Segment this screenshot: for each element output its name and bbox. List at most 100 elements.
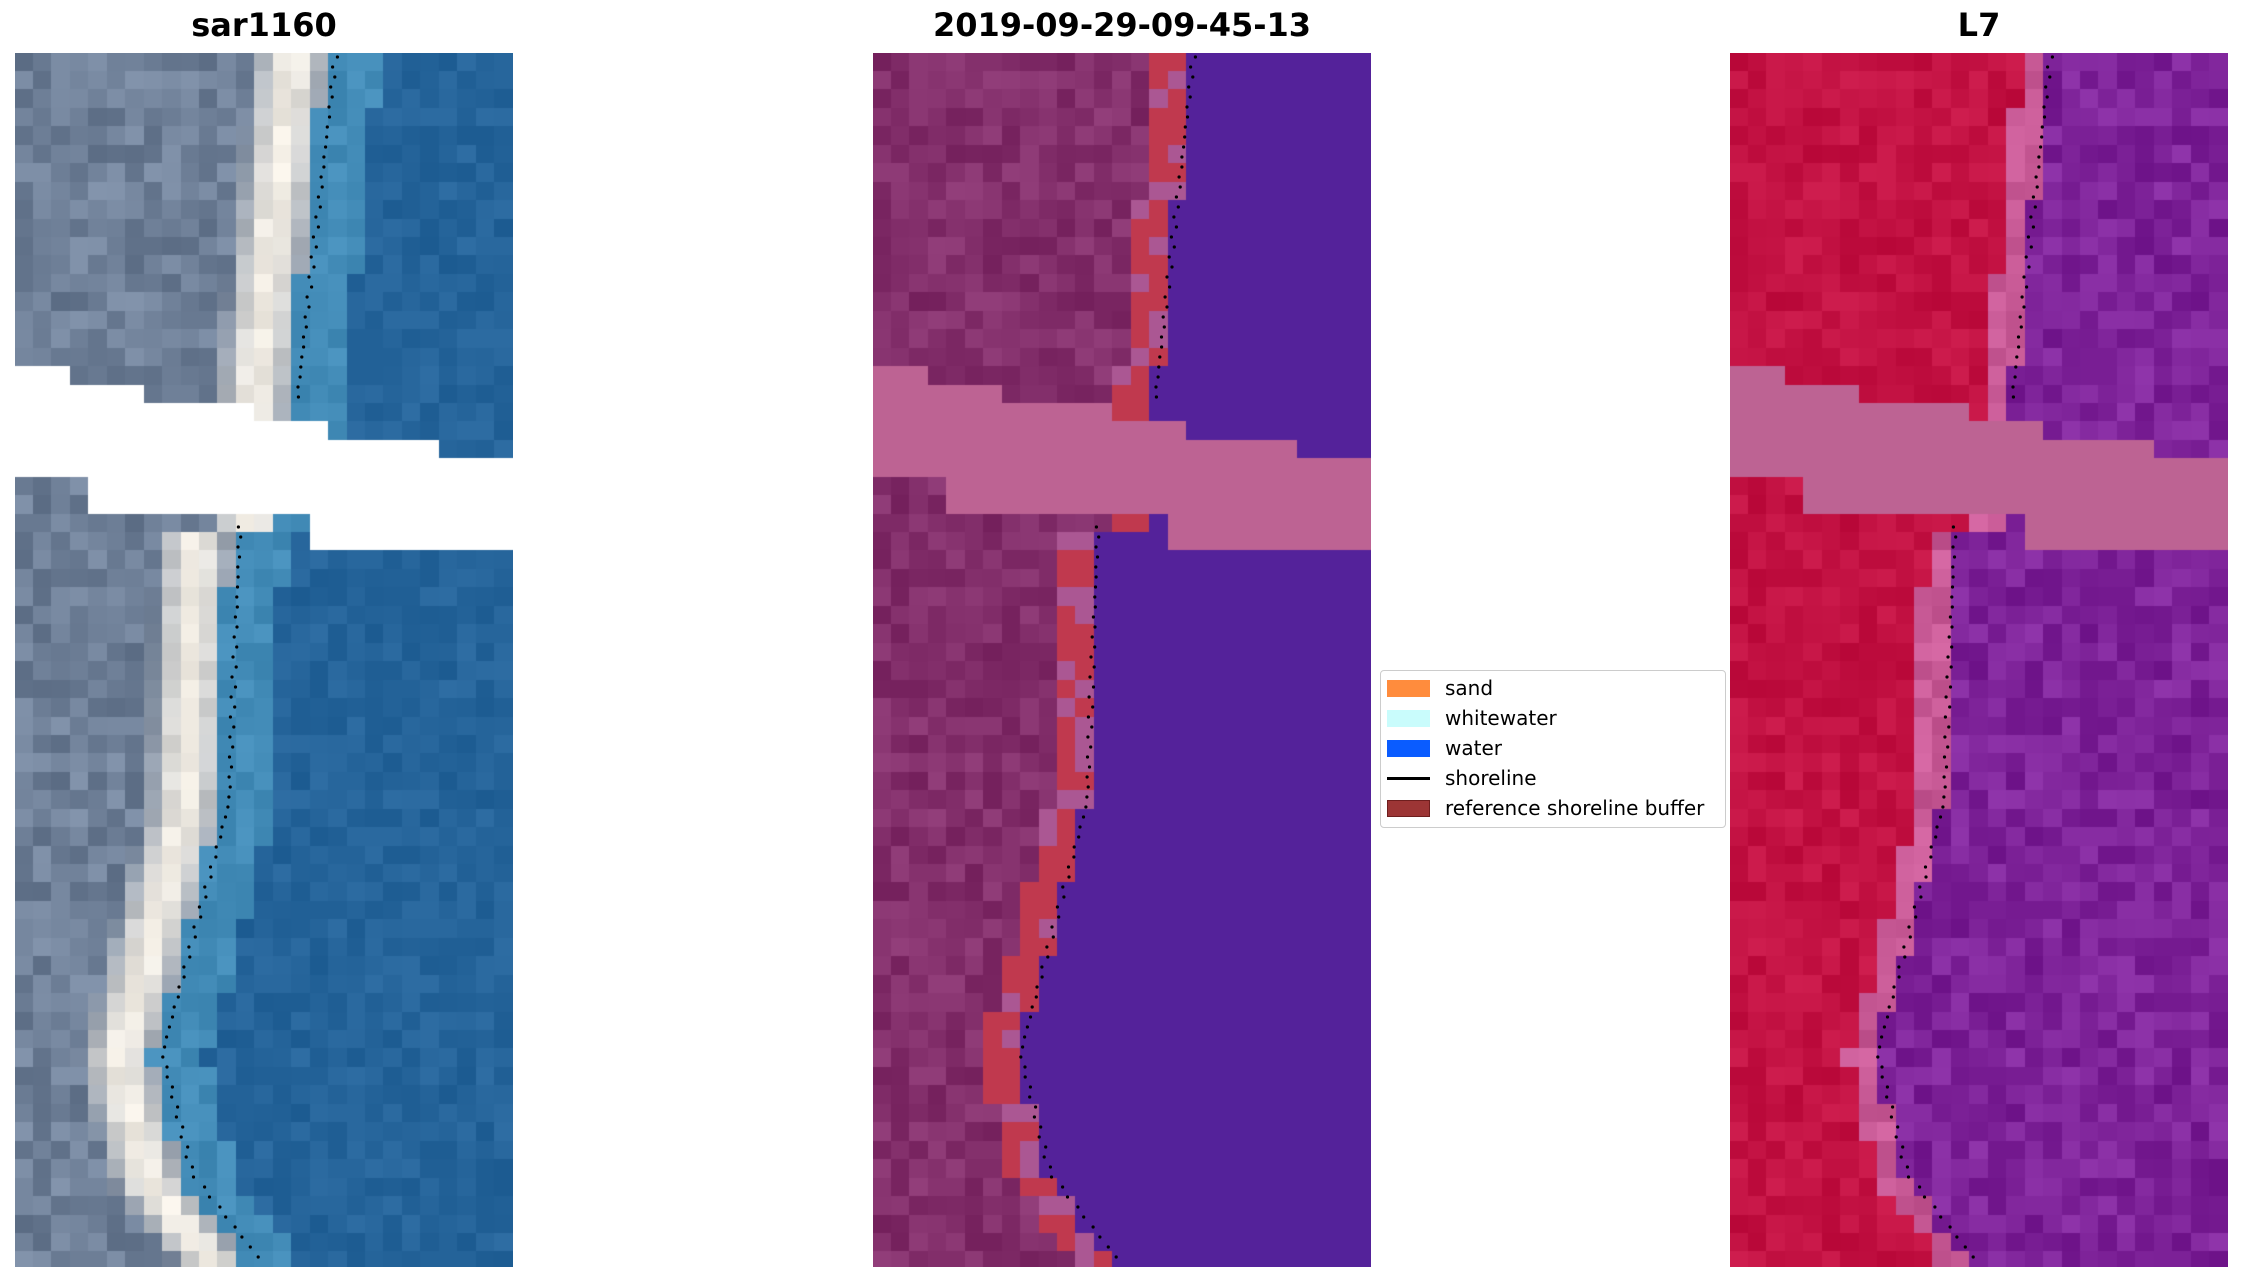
shoreline-point [1106, 1245, 1110, 1249]
shoreline-point [1034, 1105, 1038, 1109]
shoreline-point [301, 335, 306, 339]
shoreline-point [327, 105, 331, 109]
shoreline-point [2048, 75, 2052, 79]
shoreline-point [1172, 215, 1176, 219]
shoreline-point [1897, 965, 1901, 969]
shoreline-point [330, 95, 334, 99]
shoreline-point [1176, 205, 1180, 209]
shoreline-point [227, 775, 231, 779]
shoreline-point [235, 585, 240, 589]
shoreline-point [1034, 995, 1038, 999]
shoreline-point [176, 1105, 180, 1109]
buffer-swatch-icon [1387, 799, 1430, 817]
shoreline-point [1159, 335, 1164, 339]
shoreline-point [1050, 925, 1054, 929]
shoreline-point [2022, 305, 2026, 309]
legend-label: water [1445, 736, 1502, 760]
shoreline-point [1183, 125, 1187, 129]
shoreline-point [1946, 745, 1950, 749]
shoreline-point [2014, 365, 2018, 369]
shoreline-point [1165, 275, 1169, 279]
shoreline-point [2039, 145, 2043, 149]
shoreline-point [325, 135, 329, 139]
shoreline-point [1055, 905, 1059, 909]
shoreline-point [235, 625, 239, 629]
shoreline-point [296, 385, 300, 389]
shoreline-point [1093, 625, 1097, 629]
shoreline-point [230, 675, 234, 679]
shoreline-point [1090, 635, 1094, 639]
shoreline-point [1923, 865, 1928, 869]
shoreline-point [1951, 545, 1955, 549]
shoreline-point [1045, 945, 1049, 949]
shoreline-point [1929, 845, 1933, 849]
shoreline-point [322, 165, 326, 169]
shoreline-overlay [1019, 55, 1197, 1259]
shoreline-point [1878, 1045, 1882, 1049]
shoreline-point [303, 315, 307, 319]
shoreline-point [1165, 305, 1169, 309]
shoreline-point [1094, 575, 1098, 579]
shoreline-point [165, 1065, 169, 1069]
shoreline-point [1086, 715, 1090, 719]
shoreline-point [2026, 235, 2030, 239]
shoreline-point [165, 1035, 169, 1039]
shoreline-point [1891, 1105, 1895, 1109]
legend-item-buffer: reference shoreline buffer [1387, 795, 1704, 821]
shoreline-point [214, 855, 218, 859]
shoreline-point [1093, 605, 1097, 609]
shoreline-point [1158, 355, 1162, 359]
shoreline-point [233, 615, 237, 619]
shoreline-overlay [1876, 55, 2054, 1259]
shoreline-point [234, 665, 238, 669]
shoreline-point [235, 605, 239, 609]
shoreline-line-icon [1387, 776, 1430, 780]
shoreline-point [1950, 585, 1955, 589]
shoreline-point [1889, 1115, 1893, 1119]
shoreline-point [214, 845, 218, 849]
legend-item-whitewater: whitewater [1387, 705, 1557, 731]
shoreline-point [316, 225, 320, 229]
shoreline-point [2046, 65, 2050, 69]
shoreline-point [322, 155, 326, 159]
shoreline-point [1097, 535, 1101, 539]
shoreline-point [1028, 1085, 1032, 1089]
shoreline-point [236, 575, 240, 579]
shoreline-point [2024, 255, 2028, 259]
shoreline-point [1039, 1125, 1043, 1129]
shoreline-point [1092, 665, 1096, 669]
nir-image [1730, 53, 2228, 1267]
shoreline-point [1951, 575, 1955, 579]
shoreline-point [311, 235, 315, 239]
shoreline-point [1114, 1255, 1118, 1259]
shoreline-point [1896, 1125, 1900, 1129]
shoreline-point [1085, 775, 1089, 779]
shoreline-point [1885, 1085, 1889, 1089]
shoreline-point [1046, 955, 1050, 959]
shoreline-point [1180, 165, 1184, 169]
shoreline-point [1066, 865, 1071, 869]
shoreline-point [1876, 1055, 1880, 1059]
shoreline-point [1088, 675, 1092, 679]
shoreline-point [2029, 215, 2033, 219]
shoreline-point [1091, 705, 1095, 709]
shoreline-point [1944, 695, 1948, 699]
shoreline-point [2020, 295, 2024, 299]
panel-title-rgb: sar1160 [191, 6, 337, 44]
shoreline-point [1943, 785, 1947, 789]
shoreline-point [2050, 55, 2054, 59]
rgb-image-panel [15, 53, 513, 1267]
shoreline-point [1048, 1165, 1052, 1169]
shoreline-point [193, 935, 197, 939]
shoreline-point [227, 795, 231, 799]
shoreline-point [296, 395, 300, 399]
shoreline-point [170, 1085, 174, 1089]
shoreline-point [1162, 325, 1166, 329]
shoreline-point [239, 535, 243, 539]
shoreline-point [165, 1075, 169, 1079]
shoreline-point [1023, 1075, 1027, 1079]
shoreline-point [1178, 185, 1182, 189]
shoreline-point [237, 555, 242, 559]
shoreline-point [236, 565, 240, 569]
shoreline-point [1023, 1065, 1027, 1069]
